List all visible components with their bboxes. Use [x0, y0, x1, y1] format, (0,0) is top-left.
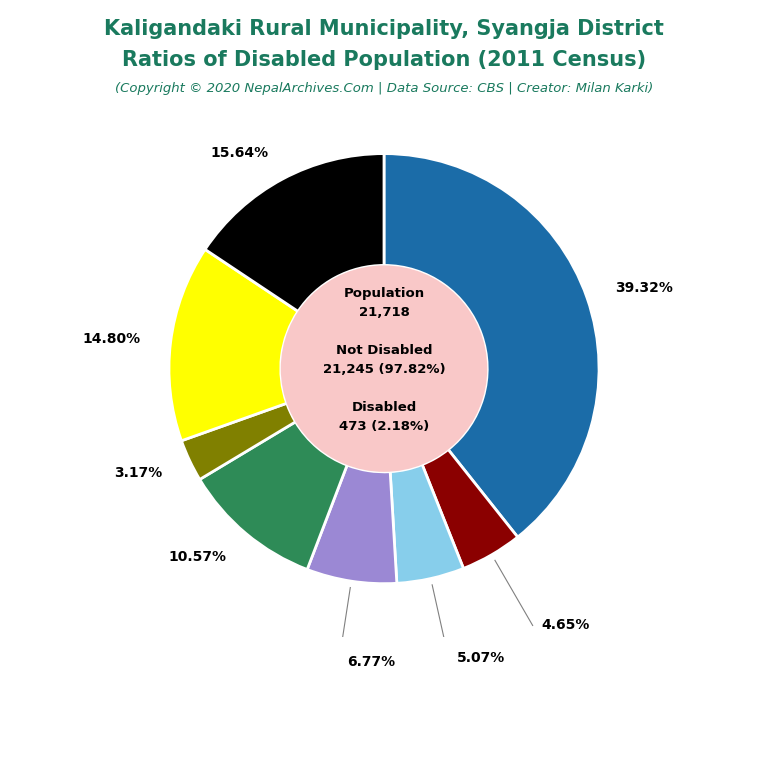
Text: 15.64%: 15.64% [210, 145, 268, 160]
Text: 14.80%: 14.80% [83, 332, 141, 346]
Text: Kaligandaki Rural Municipality, Syangja District: Kaligandaki Rural Municipality, Syangja … [104, 19, 664, 39]
Wedge shape [422, 449, 518, 568]
Wedge shape [169, 250, 298, 441]
Text: (Copyright © 2020 NepalArchives.Com | Data Source: CBS | Creator: Milan Karki): (Copyright © 2020 NepalArchives.Com | Da… [115, 82, 653, 95]
Wedge shape [181, 403, 296, 479]
Wedge shape [384, 154, 599, 537]
Text: 3.17%: 3.17% [114, 466, 162, 481]
Wedge shape [390, 465, 463, 583]
Wedge shape [307, 465, 397, 584]
Text: 39.32%: 39.32% [615, 281, 674, 295]
Wedge shape [200, 422, 347, 570]
Text: Population
21,718

Not Disabled
21,245 (97.82%)

Disabled
473 (2.18%): Population 21,718 Not Disabled 21,245 (9… [323, 287, 445, 433]
Text: 5.07%: 5.07% [457, 651, 505, 665]
Circle shape [281, 266, 487, 472]
Text: 4.65%: 4.65% [541, 618, 590, 633]
Text: 6.77%: 6.77% [347, 655, 396, 669]
Wedge shape [205, 154, 384, 311]
Text: Ratios of Disabled Population (2011 Census): Ratios of Disabled Population (2011 Cens… [122, 50, 646, 70]
Text: 10.57%: 10.57% [168, 550, 227, 564]
